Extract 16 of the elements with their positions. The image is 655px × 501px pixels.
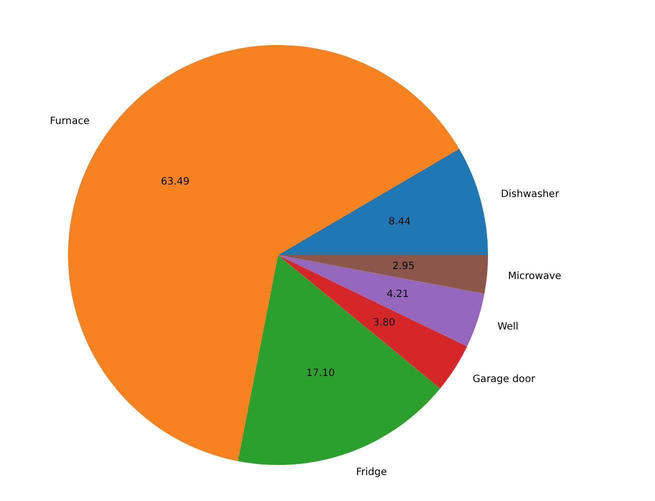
slice-label: Well [497,322,518,333]
data-label: 4.21 [386,288,409,300]
slice-label: Fridge [356,466,387,478]
data-label: 17.10 [306,368,335,380]
slice-label: Microwave [508,270,562,282]
slice-label: Furnace [50,116,90,127]
pie-slice [278,255,484,346]
data-label: 63.49 [160,176,190,188]
pie-slice [278,148,488,255]
data-label: 3.80 [372,317,396,328]
data-label: 8.44 [388,216,411,228]
pie-slice [278,255,468,388]
slice-label: Dishwasher [500,188,560,200]
pie-slice [238,255,440,465]
slice-label: Garage door [472,374,536,386]
data-label: 2.95 [392,261,415,272]
